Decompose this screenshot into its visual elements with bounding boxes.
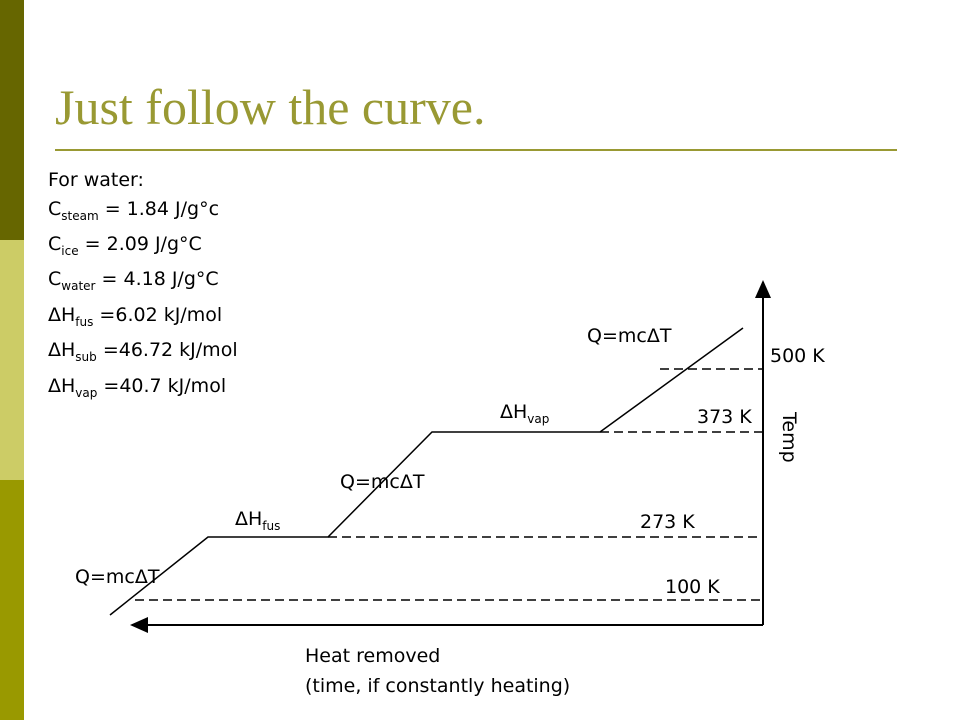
x-axis-label: (time, if constantly heating) — [305, 675, 570, 697]
constant-rest: =6.02 kJ/mol — [93, 303, 223, 326]
title-rule — [55, 149, 897, 151]
segment-label: ΔHvap — [500, 401, 549, 426]
constant-sub: ice — [61, 243, 79, 258]
segment-label: Q=mcΔT — [75, 566, 160, 588]
constant-line: ΔHfus =6.02 kJ/mol — [48, 301, 238, 336]
x-axis-label: Heat removed — [305, 645, 440, 667]
dashed-guides — [135, 368, 763, 601]
segment-label: Q=mcΔT — [340, 471, 425, 493]
constant-sub: vap — [75, 385, 98, 400]
constant-rest: = 1.84 J/g°c — [98, 197, 220, 220]
side-strip — [0, 240, 24, 480]
constant-main: C — [48, 197, 62, 220]
segment-label: ΔHfus — [235, 508, 280, 533]
constant-line: ΔHsub =46.72 kJ/mol — [48, 336, 238, 371]
constant-line: ΔHvap =40.7 kJ/mol — [48, 372, 238, 407]
constant-sub: water — [61, 279, 96, 294]
y-axis-label: Temp — [778, 411, 800, 463]
title: Just follow the curve. — [55, 79, 486, 135]
constant-sub: steam — [61, 208, 99, 223]
constant-main: ΔH — [48, 374, 76, 397]
curve — [109, 327, 744, 616]
constant-rest: =46.72 kJ/mol — [96, 339, 238, 362]
temp-label: 273 K — [640, 511, 695, 533]
side-strip — [0, 0, 24, 240]
constants-heading: For water: — [48, 169, 144, 191]
side-strip — [0, 480, 24, 720]
constant-sub: fus — [75, 314, 94, 329]
constant-line: Csteam = 1.84 J/g°c — [48, 195, 238, 230]
constant-main: ΔH — [48, 303, 76, 326]
constant-main: C — [48, 268, 62, 291]
constant-main: ΔH — [48, 339, 76, 362]
temp-label: 373 K — [697, 406, 752, 428]
temp-label: 100 K — [665, 576, 720, 598]
temp-label: 500 K — [770, 345, 825, 367]
constant-rest: = 2.09 J/g°C — [78, 232, 202, 255]
constant-rest: = 4.18 J/g°C — [95, 268, 219, 291]
constant-line: Cwater = 4.18 J/g°C — [48, 265, 238, 300]
constant-line: Cice = 2.09 J/g°C — [48, 230, 238, 265]
constant-sub: sub — [75, 349, 97, 364]
constant-rest: =40.7 kJ/mol — [97, 374, 227, 397]
constants: For water: Csteam = 1.84 J/g°c Cice = 2.0… — [48, 166, 238, 407]
constant-main: C — [48, 232, 62, 255]
segment-label: Q=mcΔT — [587, 325, 672, 347]
